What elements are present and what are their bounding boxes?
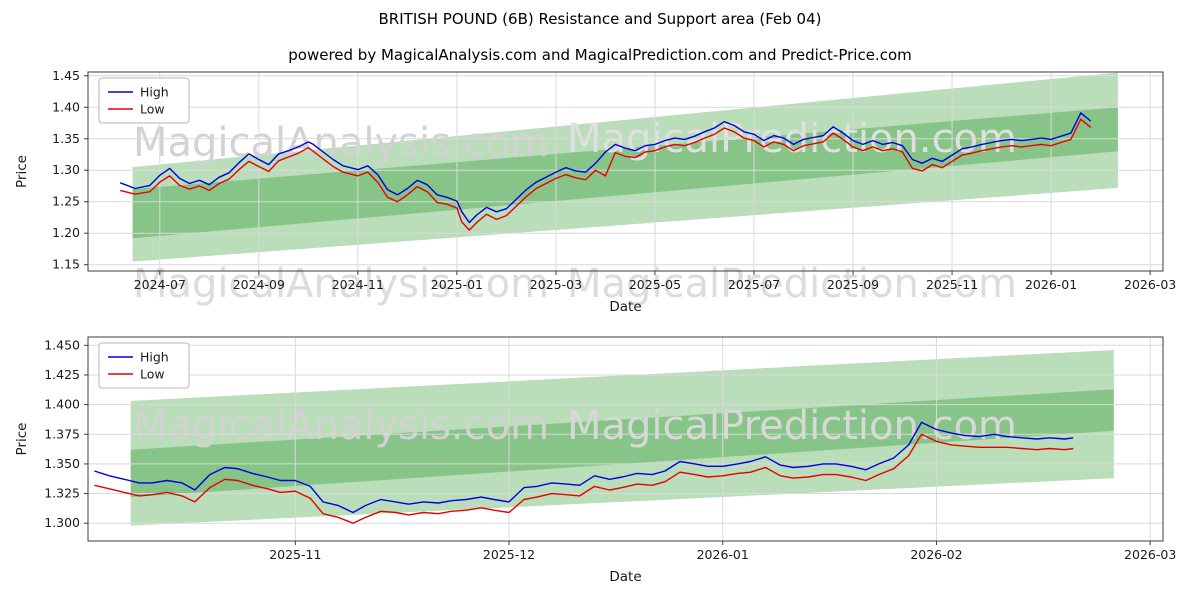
y-tick-label: 1.300 <box>44 515 80 530</box>
figure-title: BRITISH POUND (6B) Resistance and Suppor… <box>378 10 822 28</box>
y-tick-label: 1.15 <box>52 257 80 272</box>
legend-box <box>98 342 190 389</box>
x-tick-label: 2026-01 <box>697 547 749 562</box>
legend-label-low: Low <box>140 102 165 117</box>
y-tick-label: 1.30 <box>52 162 80 177</box>
x-tick-label: 2025-11 <box>926 277 978 292</box>
low-line <box>120 118 1092 231</box>
watermark: MagicalAnalysis.com <box>133 261 549 307</box>
plot-border <box>87 71 1164 272</box>
y-tick-label: 1.425 <box>44 367 80 382</box>
y-tick-label: 1.35 <box>52 131 80 146</box>
y-tick-label: 1.325 <box>44 486 80 501</box>
y-tick-label: 1.20 <box>52 225 80 240</box>
y-tick-label: 1.40 <box>52 99 80 114</box>
legend: High Low <box>98 342 190 389</box>
x-tick-label: 2025-12 <box>483 547 535 562</box>
x-tick-label: 2026-03 <box>1124 277 1176 292</box>
y-tick-label: 1.45 <box>52 68 80 83</box>
y-tick-label: 1.375 <box>44 426 80 441</box>
watermark: MagicalPrediction.com <box>567 403 1017 449</box>
y-axis-label: Price <box>14 423 30 456</box>
legend-label-high: High <box>140 85 169 100</box>
x-tick-label: 2025-07 <box>728 277 780 292</box>
x-tick-label: 2024-11 <box>332 277 384 292</box>
high-line <box>94 421 1074 514</box>
high-line <box>119 112 1092 224</box>
y-tick-label: 1.25 <box>52 194 80 209</box>
x-tick-label: 2025-11 <box>269 547 321 562</box>
x-tick-label: 2024-07 <box>134 277 186 292</box>
plot-border <box>87 336 1164 542</box>
y-axis-label: Price <box>14 155 30 188</box>
legend-label-low: Low <box>140 367 165 382</box>
watermark: MagicalPrediction.com <box>567 261 1017 307</box>
x-tick-label: 2026-02 <box>910 547 962 562</box>
x-tick-label: 2025-05 <box>629 277 681 292</box>
support-resistance-band <box>130 389 1114 526</box>
low-line <box>94 433 1074 524</box>
support-resistance-band <box>132 72 1118 239</box>
watermark: MagicalAnalysis.com <box>133 403 549 449</box>
support-resistance-band <box>130 350 1114 498</box>
x-tick-label: 2025-01 <box>431 277 483 292</box>
plot-background <box>88 337 1163 541</box>
legend-label-high: High <box>140 350 169 365</box>
x-axis-label: Date <box>609 299 641 315</box>
y-tick-label: 1.350 <box>44 456 80 471</box>
x-tick-label: 2025-09 <box>827 277 879 292</box>
x-tick-label: 2026-03 <box>1124 547 1176 562</box>
x-tick-label: 2026-01 <box>1025 277 1077 292</box>
chart-bottom: MagicalAnalysis.com MagicalPrediction.com… <box>14 336 1176 585</box>
chart-top: MagicalAnalysis.com MagicalPrediction.com… <box>14 68 1176 315</box>
watermark: MagicalAnalysis.com <box>133 120 549 166</box>
x-tick-label: 2024-09 <box>233 277 285 292</box>
x-tick-label: 2025-03 <box>530 277 582 292</box>
support-resistance-band <box>132 107 1118 262</box>
y-tick-label: 1.450 <box>44 337 80 352</box>
y-tick-label: 1.400 <box>44 397 80 412</box>
legend-box <box>98 77 190 124</box>
x-axis-label: Date <box>609 569 641 585</box>
legend: High Low <box>98 77 190 124</box>
figure-subtitle: powered by MagicalAnalysis.com and Magic… <box>288 46 912 64</box>
